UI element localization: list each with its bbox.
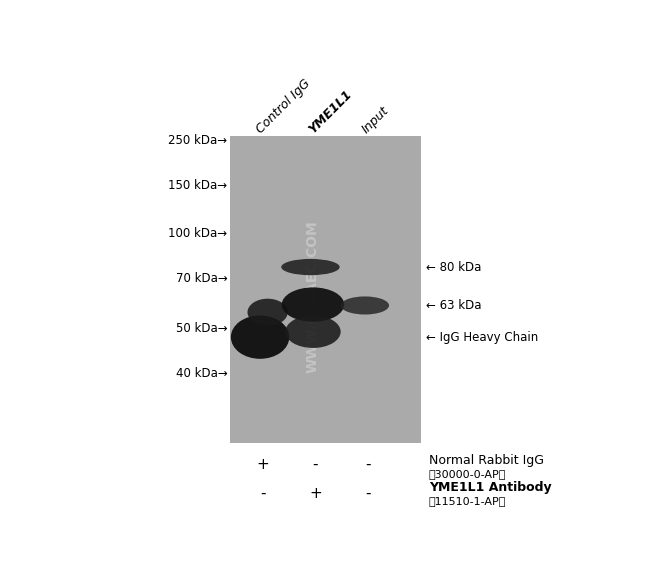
Text: 150 kDa→: 150 kDa→ <box>168 179 227 192</box>
Text: ← 80 kDa: ← 80 kDa <box>426 261 482 274</box>
Text: Normal Rabbit IgG: Normal Rabbit IgG <box>429 454 544 467</box>
Ellipse shape <box>285 315 341 348</box>
Text: 50 kDa→: 50 kDa→ <box>176 322 227 335</box>
Text: 100 kDa→: 100 kDa→ <box>168 227 227 239</box>
Text: 40 kDa→: 40 kDa→ <box>176 367 227 380</box>
Ellipse shape <box>248 299 288 326</box>
Text: -: - <box>366 485 371 501</box>
Text: 250 kDa→: 250 kDa→ <box>168 134 227 147</box>
Text: WWW.PTGAEC.COM: WWW.PTGAEC.COM <box>306 220 320 373</box>
Text: +: + <box>309 485 322 501</box>
Ellipse shape <box>281 288 344 322</box>
Bar <box>230 136 421 443</box>
Text: -: - <box>313 457 318 472</box>
Text: ← IgG Heavy Chain: ← IgG Heavy Chain <box>426 330 539 343</box>
Text: -: - <box>366 457 371 472</box>
Ellipse shape <box>231 315 289 359</box>
Text: -: - <box>260 485 265 501</box>
Ellipse shape <box>281 259 340 275</box>
Text: 70 kDa→: 70 kDa→ <box>176 272 227 285</box>
Text: ← 63 kDa: ← 63 kDa <box>426 299 482 312</box>
Text: （11510-1-AP）: （11510-1-AP） <box>429 496 506 506</box>
Text: YME1L1 Antibody: YME1L1 Antibody <box>429 481 551 494</box>
Text: Control IgG: Control IgG <box>254 77 313 136</box>
Ellipse shape <box>341 296 389 315</box>
Text: +: + <box>256 457 269 472</box>
Text: （30000-0-AP）: （30000-0-AP） <box>429 469 506 479</box>
Text: YME1L1: YME1L1 <box>306 87 355 136</box>
Text: Input: Input <box>359 104 391 136</box>
